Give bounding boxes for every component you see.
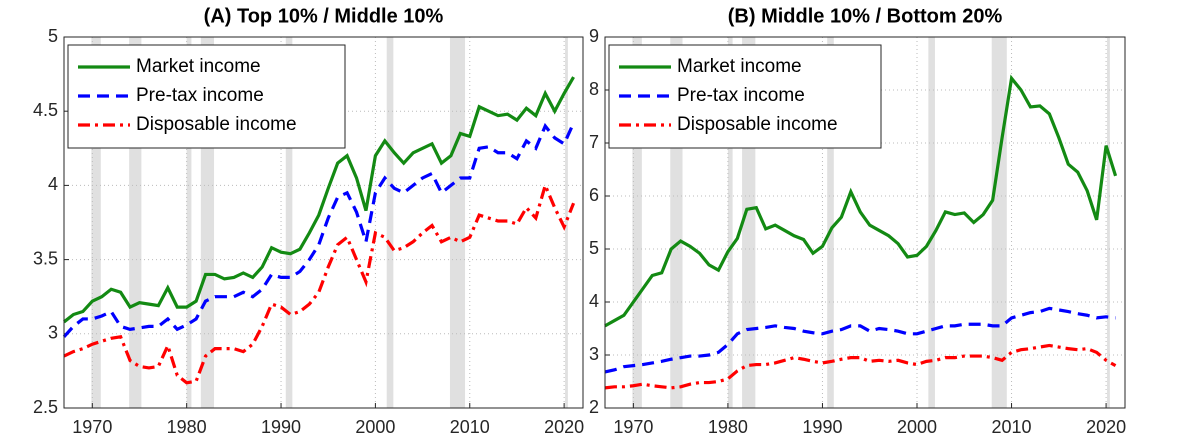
y-tick-label: 3 [48,323,58,343]
legend-label: Pre-tax income [136,85,264,106]
chart-panel: 2.5 3 3.5 4 4.5 5 1970 1980 1990 2000 2010 2020 (A) … [33,5,584,436]
data-line [604,306,1116,374]
shaded-period [449,37,466,408]
legend-label: Market income [677,56,802,77]
shaded-period [827,37,834,408]
shaded-period [565,37,568,408]
x-tick-label: 2020 [1086,417,1126,437]
data-line [63,76,575,324]
data-line [604,74,1118,328]
shaded-period [386,37,394,408]
axes-frame [63,36,584,409]
data-line [62,122,576,338]
x-tick-label: 1990 [261,417,301,437]
axes-frame [604,36,1126,409]
legend-box [67,44,346,149]
shaded-period [186,37,192,408]
x-tick-label: 1980 [708,417,748,437]
y-tick-label: 4.5 [33,100,58,120]
x-tick-label: 1980 [167,417,207,437]
data-line [604,343,1117,390]
shaded-period [928,37,935,408]
y-tick-label: 2.5 [33,397,58,417]
y-tick-label: 8 [589,79,599,99]
y-tick-label: 6 [589,185,599,205]
x-tick-label: 1990 [802,417,842,437]
legend-label: Disposable income [677,114,838,135]
x-tick-label: 2020 [544,417,584,437]
x-tick-label: 2000 [355,417,395,437]
shaded-period [991,37,1007,408]
x-tick-label: 2010 [450,417,490,437]
y-tick-label: 2 [589,397,599,417]
legend-label: Pre-tax income [677,85,805,106]
chart-panel: 2 3 4 5 6 7 8 9 1970 1980 1990 2000 2010 2020 (B) Midd… [589,5,1126,436]
data-line [63,180,576,385]
legend-box [608,44,882,149]
y-tick-label: 3 [589,344,599,364]
y-tick-label: 5 [589,238,599,258]
shaded-period [1107,37,1110,408]
y-tick-label: 4 [589,291,599,311]
legend-label: Market income [136,56,261,77]
y-tick-label: 5 [48,26,58,46]
x-tick-label: 2000 [897,417,937,437]
chart-title: (B) Middle 10% / Bottom 20% [728,5,1003,27]
shaded-period [632,37,642,408]
y-tick-label: 7 [589,132,599,152]
x-tick-label: 1970 [613,417,653,437]
shaded-period [727,37,733,408]
y-tick-label: 9 [589,26,599,46]
legend-label: Disposable income [136,114,297,135]
y-tick-label: 3.5 [33,248,58,268]
shaded-period [91,37,101,408]
chart-title: (A) Top 10% / Middle 10% [204,5,444,27]
x-tick-label: 2010 [992,417,1032,437]
x-tick-label: 1970 [72,417,112,437]
shaded-period [285,37,293,408]
y-tick-label: 4 [48,174,58,194]
